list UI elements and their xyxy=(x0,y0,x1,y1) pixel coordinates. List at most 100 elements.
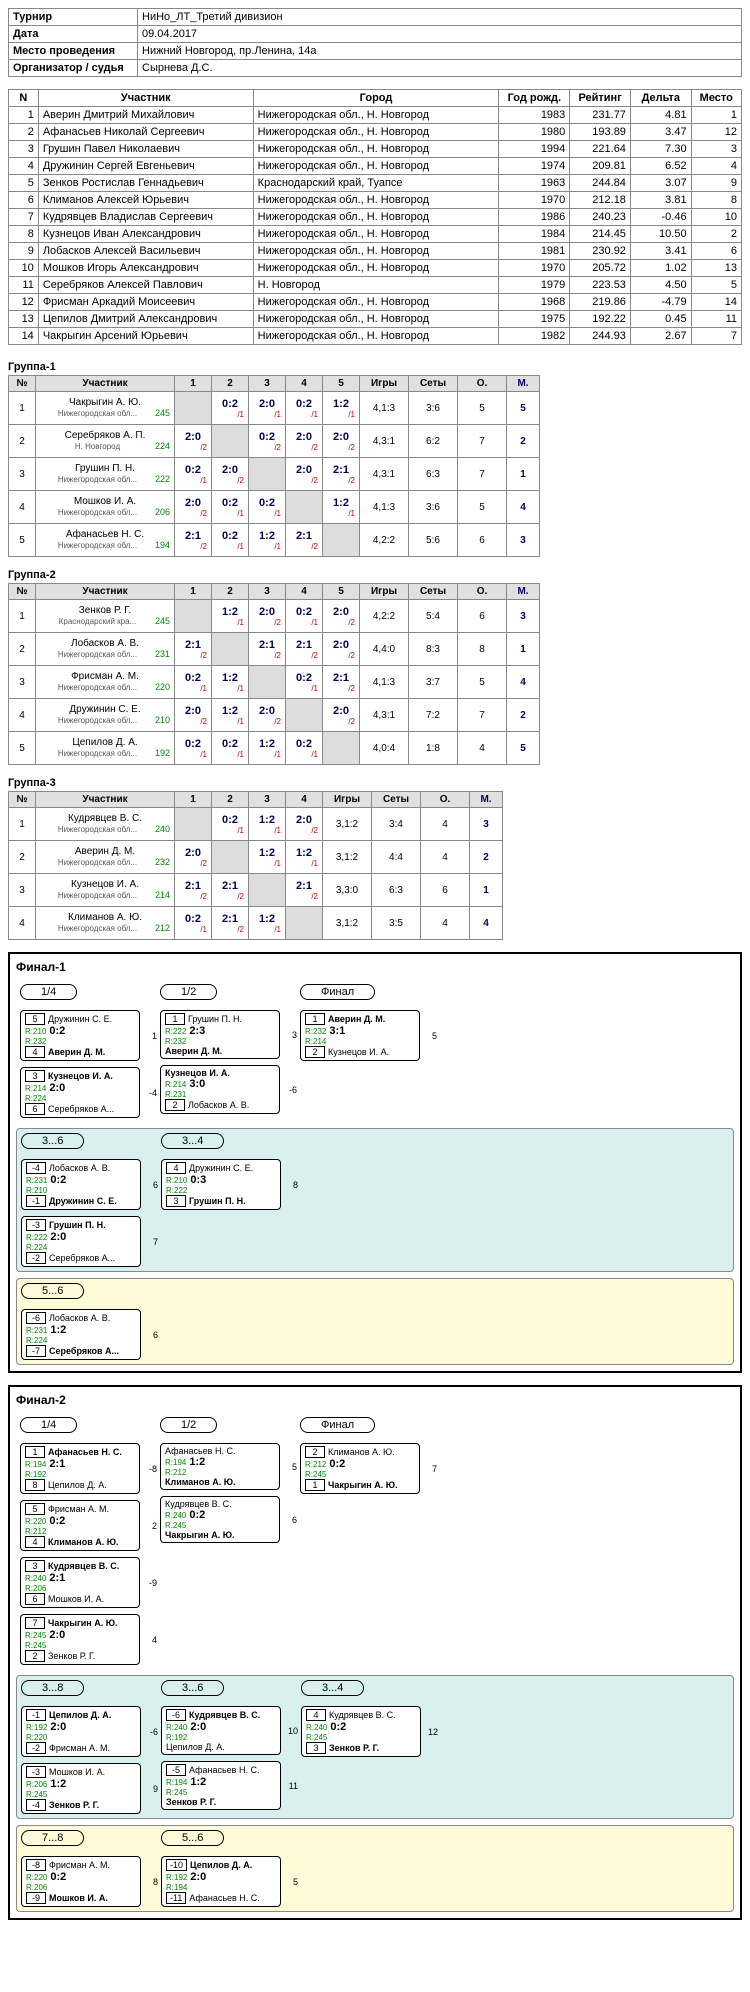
match-cell: 2:1/2 xyxy=(323,666,360,699)
cell-place: 3 xyxy=(691,141,741,158)
sub-score: /1 xyxy=(216,684,244,693)
match-cell: 0:2/1 xyxy=(212,524,249,557)
group-row: 3Кузнецов И. А.Нижегородская обл...2142:… xyxy=(9,874,503,907)
stat-o: 4 xyxy=(421,808,470,841)
cell-place: 6 xyxy=(691,243,741,260)
match-cell: 0:2/1 xyxy=(212,392,249,425)
seed: -1 xyxy=(26,1709,46,1721)
next-ref: 6 xyxy=(153,1180,158,1190)
sub-score: /2 xyxy=(327,476,355,485)
rating-text: R:210 xyxy=(25,1027,46,1036)
match-cell: 1:2/1 xyxy=(249,524,286,557)
score: 2:0 xyxy=(333,606,349,618)
next-ref: 6 xyxy=(153,1330,158,1340)
stat-o: 8 xyxy=(458,633,507,666)
cell-year: 1980 xyxy=(499,124,570,141)
cell-name: Фрисман Аркадий Моисеевич xyxy=(38,294,253,311)
row-num: 2 xyxy=(9,841,36,874)
cell-delta: 4.50 xyxy=(630,277,691,294)
final-block: Финал-11/45Дружинин С. Е.R:210 0:2R:2324… xyxy=(8,952,742,1373)
player-cell: Климанов А. Ю.Нижегородская обл...212 xyxy=(36,907,175,940)
row-num: 3 xyxy=(9,874,36,907)
player-name: Дружинин С. Е. xyxy=(48,1014,112,1024)
player-name: Аверин Д. М. xyxy=(48,1047,105,1057)
cell-name: Грушин Павел Николаевич xyxy=(38,141,253,158)
stat-o: 7 xyxy=(458,458,507,491)
match-score: 1:2 xyxy=(189,1456,205,1468)
sub-score: /1 xyxy=(179,684,207,693)
stage-label: 1/4 xyxy=(20,984,77,1000)
rating-text: R:220 xyxy=(25,1517,46,1526)
player-city: Нижегородская обл... xyxy=(58,924,137,933)
match-cell xyxy=(286,907,323,940)
player-rating: 240 xyxy=(155,824,170,834)
next-ref: 4 xyxy=(152,1635,157,1645)
col-header: Рейтинг xyxy=(570,90,631,107)
sub-score: /1 xyxy=(216,717,244,726)
cell-rating: 219.86 xyxy=(570,294,631,311)
cell-delta: 3.07 xyxy=(630,175,691,192)
table-row: 2Афанасьев Николай СергеевичНижегородска… xyxy=(9,124,742,141)
player-city: Нижегородская обл... xyxy=(58,891,137,900)
group-header: 3 xyxy=(249,792,286,808)
seed: -3 xyxy=(26,1766,46,1778)
cell-n: 13 xyxy=(9,311,39,328)
match-cell: 2:0/2 xyxy=(175,699,212,732)
group-row: 1Кудрявцев В. С.Нижегородская обл...2400… xyxy=(9,808,503,841)
seed: -8 xyxy=(26,1859,46,1871)
player-name: Афанасьев Н. С. xyxy=(189,1765,259,1775)
player-rating: 224 xyxy=(155,441,170,451)
row-num: 4 xyxy=(9,907,36,940)
match-score: 1:2 xyxy=(190,1776,206,1788)
cell-place: 1 xyxy=(691,107,741,124)
sub-score: /2 xyxy=(327,651,355,660)
match-cell: 0:2/1 xyxy=(175,458,212,491)
group-header: 3 xyxy=(249,376,286,392)
player-cell: Цепилов Д. А.Нижегородская обл...192 xyxy=(36,732,175,765)
match-cell xyxy=(212,841,249,874)
next-ref: -6 xyxy=(150,1727,158,1737)
match-box: 5Фрисман А. М.R:220 0:2R:2124Климанов А.… xyxy=(20,1500,140,1551)
seed: 1 xyxy=(305,1013,325,1025)
score: 1:2 xyxy=(333,398,349,410)
score: 1:2 xyxy=(296,847,312,859)
next-ref: 10 xyxy=(288,1726,298,1736)
sub-score: /2 xyxy=(179,443,207,452)
stat-o: 7 xyxy=(458,425,507,458)
cell-name: Аверин Дмитрий Михайлович xyxy=(38,107,253,124)
match-cell: 2:0/2 xyxy=(212,458,249,491)
group-header: 1 xyxy=(175,584,212,600)
score: 1:2 xyxy=(222,705,238,717)
cell-rating: 244.84 xyxy=(570,175,631,192)
player-city: Н. Новгород xyxy=(75,442,120,451)
score: 0:2 xyxy=(222,530,238,542)
group-header: М. xyxy=(470,792,503,808)
cell-rating: 193.89 xyxy=(570,124,631,141)
match-box: Кудрявцев В. С.R:240 0:2R:245Чакрыгин А.… xyxy=(160,1496,280,1543)
sub-score: /1 xyxy=(290,859,318,868)
sub-score: /2 xyxy=(327,684,355,693)
rating-text: R:245 xyxy=(26,1790,47,1799)
rating-text: R:192 xyxy=(166,1873,187,1882)
score: 0:2 xyxy=(222,398,238,410)
cell-n: 12 xyxy=(9,294,39,311)
cell-delta: 4.81 xyxy=(630,107,691,124)
table-row: 5Зенков Ростислав ГеннадьевичКраснодарск… xyxy=(9,175,742,192)
score: 1:2 xyxy=(222,672,238,684)
player-name: Чакрыгин А. Ю. xyxy=(48,1618,118,1628)
player-name: Цепилов Д. А. xyxy=(166,1742,225,1752)
stat-sets: 1:8 xyxy=(409,732,458,765)
player-rating: 214 xyxy=(155,890,170,900)
row-num: 2 xyxy=(9,633,36,666)
match-cell: 0:2/2 xyxy=(249,425,286,458)
match-cell: 0:2/1 xyxy=(212,491,249,524)
cell-delta: 3.81 xyxy=(630,192,691,209)
group-table: №Участник12345ИгрыСетыО.М.1Зенков Р. Г.К… xyxy=(8,583,540,765)
player-cell: Фрисман А. М.Нижегородская обл...220 xyxy=(36,666,175,699)
player-rating: 194 xyxy=(155,540,170,550)
sub-score: /2 xyxy=(327,443,355,452)
sub-score: /2 xyxy=(179,892,207,901)
match-cell: 0:2/1 xyxy=(212,732,249,765)
sub-score: /1 xyxy=(179,750,207,759)
rating-text: R:192 xyxy=(26,1723,47,1732)
